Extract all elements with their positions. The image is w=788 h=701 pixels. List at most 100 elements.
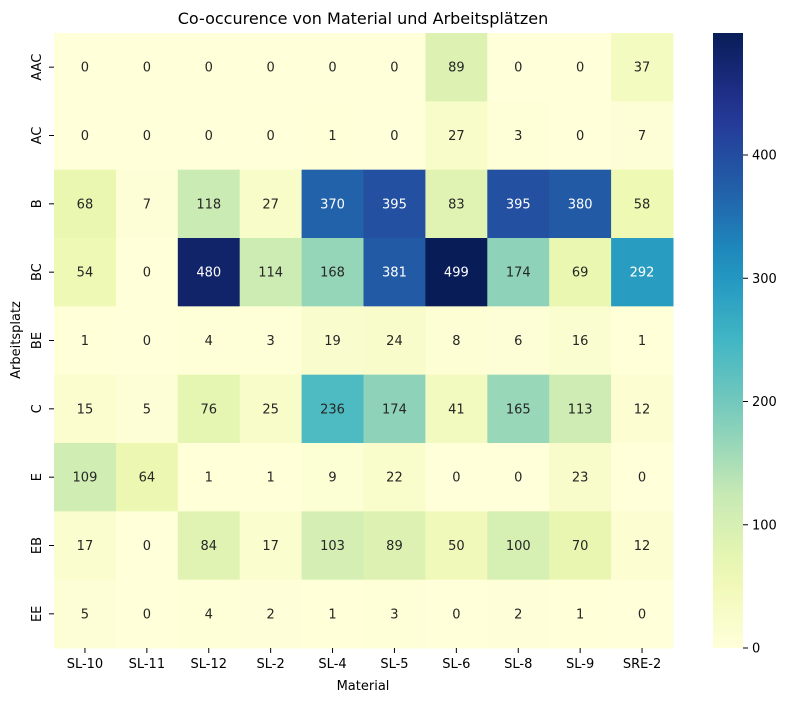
heatmap-cell xyxy=(487,238,550,307)
cell-value-label: 4 xyxy=(205,334,213,349)
heatmap-cell xyxy=(425,101,488,171)
y-tick-label: BC xyxy=(30,263,45,281)
cell-value-label: 22 xyxy=(386,471,403,486)
cell-value-label: 395 xyxy=(382,197,407,212)
cell-value-label: 480 xyxy=(196,266,221,281)
heatmap-cell xyxy=(177,443,241,512)
heatmap-cell xyxy=(611,374,674,444)
cell-value-label: 89 xyxy=(448,61,465,76)
y-tick-label: AC xyxy=(30,127,45,145)
heatmap-cell xyxy=(239,374,303,444)
heatmap-cell xyxy=(549,511,612,581)
heatmap-cell xyxy=(115,101,179,171)
y-tick-label: BE xyxy=(30,332,45,349)
heatmap-cell xyxy=(363,306,426,376)
cell-value-label: 3 xyxy=(267,334,275,349)
colorbar-tick-label: 0 xyxy=(752,642,760,657)
heatmap-cell xyxy=(363,511,426,581)
cell-value-label: 89 xyxy=(386,539,403,554)
cell-value-label: 17 xyxy=(77,539,94,554)
heatmap-cell xyxy=(301,306,364,376)
heatmap-cell xyxy=(115,579,179,649)
heatmap-cell xyxy=(115,169,179,239)
cell-value-label: 9 xyxy=(328,471,336,486)
cell-value-label: 292 xyxy=(630,266,655,281)
y-tick-label: EB xyxy=(30,537,45,554)
x-tick-label: SL-5 xyxy=(380,657,408,672)
heatmap-cell xyxy=(177,579,241,649)
heatmap-cell xyxy=(177,101,241,171)
heatmap-cell xyxy=(115,33,179,102)
colorbar-tick-label: 200 xyxy=(752,395,777,410)
heatmap-cell xyxy=(549,374,612,444)
heatmap-cell xyxy=(487,33,550,102)
x-tick-label: SL-8 xyxy=(504,657,532,672)
x-tick-label: SL-9 xyxy=(566,657,594,672)
heatmap-cell xyxy=(363,101,426,171)
heatmap-cell xyxy=(301,579,364,649)
cell-value-label: 395 xyxy=(506,197,531,212)
cell-value-label: 37 xyxy=(634,61,651,76)
heatmap-cell xyxy=(611,169,674,239)
cell-value-label: 69 xyxy=(572,266,589,281)
x-tick-label: SL-10 xyxy=(67,657,104,672)
cell-value-label: 5 xyxy=(143,402,151,417)
heatmap-cell xyxy=(301,33,364,102)
cell-value-label: 15 xyxy=(77,402,94,417)
cell-value-label: 41 xyxy=(448,402,465,417)
cell-value-label: 68 xyxy=(77,197,94,212)
cell-value-label: 1 xyxy=(638,334,646,349)
cell-value-label: 109 xyxy=(73,471,98,486)
cell-value-label: 0 xyxy=(638,471,646,486)
cell-value-label: 0 xyxy=(143,607,151,622)
cell-value-label: 12 xyxy=(634,539,651,554)
cell-value-label: 3 xyxy=(390,607,398,622)
heatmap-cell xyxy=(363,169,426,239)
cell-value-label: 0 xyxy=(514,61,522,76)
colorbar-ticks: 0 100 200 300 400 xyxy=(743,149,777,657)
heatmap-cell xyxy=(54,579,117,649)
cell-value-label: 118 xyxy=(196,197,221,212)
heatmap-cell xyxy=(54,374,117,444)
heatmap-cell xyxy=(54,511,117,581)
heatmap-cell xyxy=(611,101,674,171)
x-tick-label: SRE-2 xyxy=(623,657,661,672)
cell-value-label: 100 xyxy=(506,539,531,554)
cell-value-label: 19 xyxy=(324,334,341,349)
cell-value-label: 236 xyxy=(320,402,345,417)
cell-value-label: 0 xyxy=(143,266,151,281)
heatmap-cell xyxy=(425,443,488,512)
cell-value-label: 17 xyxy=(262,539,279,554)
cell-value-label: 0 xyxy=(143,539,151,554)
cell-value-label: 0 xyxy=(576,61,584,76)
heatmap-cell xyxy=(549,443,612,512)
heatmap-cell xyxy=(549,579,612,649)
y-tick-label: AAC xyxy=(30,54,45,81)
heatmap-cell xyxy=(487,443,550,512)
cell-value-label: 24 xyxy=(386,334,403,349)
cell-value-label: 380 xyxy=(568,197,593,212)
cell-value-label: 27 xyxy=(262,197,279,212)
heatmap-cells: 0 0 0 0 0 0 89 0 0 370 0 0 0 1 0 27 3 0 768 7 118 27 370 395 83 3… xyxy=(54,33,674,649)
colorbar-gradient xyxy=(713,33,743,648)
y-axis-title: Arbeitsplatz xyxy=(9,301,24,379)
cell-value-label: 5 xyxy=(81,607,89,622)
heatmap-cell xyxy=(54,101,117,171)
heatmap-cell xyxy=(54,169,117,239)
chart-title: Co-occurence von Material und Arbeitsplä… xyxy=(178,9,549,28)
cell-value-label: 27 xyxy=(448,129,465,144)
cell-value-label: 0 xyxy=(576,129,584,144)
heatmap-cell xyxy=(115,443,179,512)
cell-value-label: 1 xyxy=(576,607,584,622)
cell-value-label: 70 xyxy=(572,539,589,554)
heatmap-cell xyxy=(363,238,426,307)
x-tick-label: SL-11 xyxy=(129,657,166,672)
cell-value-label: 58 xyxy=(634,197,651,212)
heatmap-cell xyxy=(487,511,550,581)
heatmap-cell xyxy=(425,169,488,239)
heatmap-cell xyxy=(301,443,364,512)
cell-value-label: 54 xyxy=(77,266,94,281)
cell-value-label: 1 xyxy=(81,334,89,349)
y-tick-label: B xyxy=(30,199,45,208)
